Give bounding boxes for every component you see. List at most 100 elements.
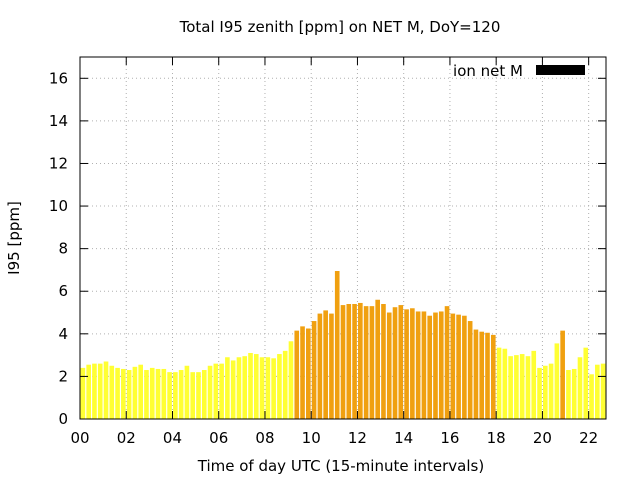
bar: [230, 360, 236, 419]
x-tick-label: 04: [163, 429, 182, 447]
bar: [242, 356, 248, 419]
bar: [398, 305, 404, 419]
x-tick-label: 14: [394, 429, 413, 447]
bar: [109, 365, 115, 419]
bar: [583, 347, 589, 419]
y-tick-label: 2: [58, 367, 68, 385]
bar: [392, 307, 398, 419]
x-tick-label: 06: [209, 429, 228, 447]
y-tick-label: 6: [58, 282, 68, 300]
bar: [554, 343, 560, 419]
x-tick-labels: 00 02 04 06 08 10 12 14 16 18 20 22: [70, 429, 598, 447]
bar: [155, 368, 161, 419]
bar: [415, 311, 421, 419]
bar: [444, 306, 450, 419]
bar: [514, 355, 519, 419]
y-tick-label: 10: [49, 197, 68, 215]
y-tick-label: 12: [49, 154, 68, 172]
bar: [450, 313, 456, 419]
bar: [103, 361, 109, 419]
y-tick-label: 4: [58, 325, 68, 343]
bars: [80, 271, 606, 419]
bar: [196, 372, 201, 419]
y-axis-label: I95 [ppm]: [5, 201, 23, 275]
y-tick-label: 0: [58, 410, 68, 428]
bar: [132, 366, 138, 419]
x-axis-label: Time of day UTC (15-minute intervals): [197, 457, 484, 475]
bar: [502, 348, 508, 419]
bar: [479, 331, 485, 419]
bar: [167, 372, 172, 419]
bar: [248, 352, 253, 419]
bar: [369, 306, 375, 419]
bar: [294, 330, 300, 419]
bar: [317, 313, 323, 419]
legend: ion net M: [453, 62, 585, 80]
bar: [271, 358, 276, 419]
bar: [236, 357, 242, 419]
bar: [86, 364, 91, 419]
grid-lines: [80, 57, 606, 419]
bar: [525, 356, 531, 419]
bar: [300, 326, 305, 419]
bar: [265, 357, 271, 419]
bar: [358, 302, 363, 419]
bar: [184, 365, 190, 419]
chart-title: Total I95 zenith [ppm] on NET M, DoY=120: [179, 18, 501, 36]
bar: [97, 363, 103, 419]
bar: [531, 350, 537, 419]
bar: [433, 312, 438, 419]
bar: [323, 310, 328, 419]
x-tick-label: 18: [487, 429, 506, 447]
bar: [311, 321, 317, 419]
x-tick-label: 12: [348, 429, 367, 447]
plot-frame: [79, 56, 607, 420]
bar: [352, 304, 357, 419]
bar: [178, 370, 184, 419]
bar: [253, 354, 259, 419]
bar: [161, 368, 167, 419]
bar: [519, 354, 525, 419]
x-tick-label: 16: [440, 429, 459, 447]
bar: [589, 374, 594, 419]
x-tick-label: 10: [302, 429, 321, 447]
x-tick-label: 22: [579, 429, 598, 447]
bar: [121, 368, 126, 419]
bar: [600, 363, 606, 419]
bar: [543, 365, 548, 419]
bar: [467, 321, 473, 419]
bar: [190, 372, 196, 419]
bar: [438, 311, 444, 419]
y-tick-label: 14: [49, 112, 68, 130]
legend-label: ion net M: [453, 62, 523, 80]
bar: [473, 329, 479, 419]
bar: [381, 304, 386, 419]
bar: [566, 370, 571, 419]
axis-ticks: [79, 57, 606, 420]
bar: [115, 367, 120, 419]
y-tick-label: 8: [58, 240, 68, 258]
bar: [496, 347, 502, 419]
x-tick-label: 02: [117, 429, 136, 447]
bar: [126, 370, 132, 419]
bar: [173, 372, 178, 419]
x-tick-label: 08: [255, 429, 274, 447]
bar: [92, 363, 97, 419]
bar: [149, 367, 155, 419]
bar: [508, 356, 513, 419]
bar: [571, 368, 577, 419]
bar: [138, 364, 143, 419]
bar: [456, 314, 461, 419]
bar: [306, 328, 311, 419]
bar: [213, 363, 219, 419]
bar: [340, 305, 346, 419]
bar: [334, 271, 340, 419]
bar: [462, 315, 467, 419]
bar: [144, 370, 149, 419]
bar: [410, 308, 415, 419]
bar: [548, 363, 554, 419]
y-tick-label: 16: [49, 69, 68, 87]
bar: [421, 311, 427, 419]
bar: [80, 367, 86, 419]
